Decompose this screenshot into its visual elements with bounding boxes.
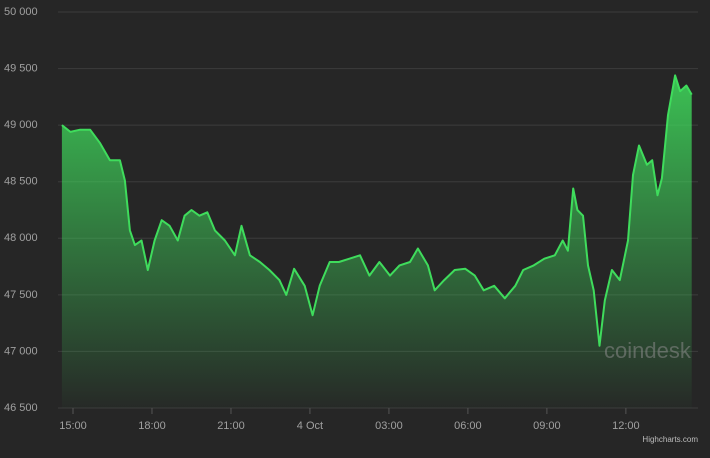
x-tick-label: 21:00 (217, 420, 245, 432)
line (61, 74, 693, 347)
y-tick-label: 47 000 (4, 345, 38, 357)
x-tick-label: 15:00 (59, 420, 87, 432)
y-tick-label: 50 000 (4, 6, 38, 18)
y-tick-label: 49 000 (4, 119, 38, 131)
x-tick-label: 4 Oct (297, 420, 323, 432)
x-tick-label: 12:00 (612, 420, 640, 432)
x-tick-label: 03:00 (375, 420, 403, 432)
plot (61, 74, 693, 409)
area (61, 75, 692, 409)
y-tick-label: 47 500 (4, 289, 38, 301)
watermark: coindesk (604, 338, 692, 363)
x-tick-label: 06:00 (454, 420, 482, 432)
y-tick-label: 49 500 (4, 62, 38, 74)
credits: Highcharts.com (642, 435, 698, 444)
y-tick-label: 48 500 (4, 176, 38, 188)
y-tick-label: 46 500 (4, 402, 38, 414)
x-tick-label: 09:00 (533, 420, 561, 432)
x-tick-label: 18:00 (138, 420, 166, 432)
y-tick-label: 48 000 (4, 232, 38, 244)
